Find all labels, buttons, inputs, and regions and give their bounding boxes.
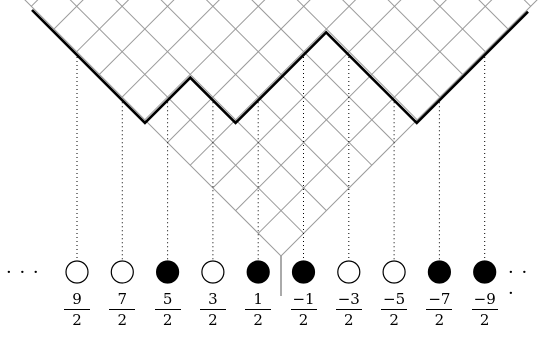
filled-bead bbox=[473, 260, 497, 284]
bead-label-denominator: 2 bbox=[335, 309, 362, 329]
bead-label-denominator: 2 bbox=[109, 309, 136, 329]
bead-row bbox=[65, 260, 497, 284]
grid-line-up-right bbox=[30, 0, 39, 7]
grid-line-up-left bbox=[251, 0, 395, 143]
filled-bead bbox=[427, 260, 451, 284]
bead-label: −7 2 bbox=[419, 291, 459, 329]
bead-label-denominator: 2 bbox=[199, 309, 226, 329]
bead-label-numerator: −9 bbox=[473, 290, 496, 308]
profile-path-group bbox=[31, 9, 529, 125]
empty-bead bbox=[201, 260, 225, 284]
bead-label-denominator: 2 bbox=[64, 309, 90, 329]
empty-bead bbox=[382, 260, 406, 284]
grid-line-up-left bbox=[296, 0, 418, 121]
bead-label-numerator: 3 bbox=[208, 290, 218, 308]
grid-line-up-left bbox=[115, 0, 327, 211]
bead-label-numerator: 5 bbox=[162, 290, 173, 308]
grid-line-up-left bbox=[523, 0, 532, 7]
bead-label-denominator: 2 bbox=[290, 309, 317, 329]
filled-bead bbox=[246, 260, 270, 284]
ellipsis-right: · · · bbox=[508, 262, 529, 304]
bead-label-denominator: 2 bbox=[381, 309, 408, 329]
filled-bead bbox=[156, 260, 180, 284]
bead-label-numerator: −1 bbox=[292, 290, 315, 308]
bead-label-numerator: −3 bbox=[337, 290, 360, 308]
empty-bead bbox=[65, 260, 89, 284]
bead-label-numerator: −7 bbox=[428, 290, 451, 308]
grid-line-up-right bbox=[144, 0, 266, 121]
ellipsis-left: · · · bbox=[6, 262, 40, 283]
grid-line-up-left bbox=[342, 0, 441, 98]
grid-line-up-right bbox=[76, 0, 130, 53]
grid-line-up-left bbox=[24, 0, 282, 257]
grid-line-up-left bbox=[432, 0, 486, 53]
grid-line-up-left bbox=[387, 0, 463, 75]
bead-label-denominator: 2 bbox=[154, 309, 181, 329]
bead-label: −5 2 bbox=[374, 291, 414, 329]
bead-label: −1 2 bbox=[284, 291, 324, 329]
filled-bead bbox=[291, 260, 316, 284]
bead-label-denominator: 2 bbox=[426, 309, 453, 329]
bead-label-denominator: 2 bbox=[471, 309, 498, 329]
empty-bead bbox=[110, 260, 134, 284]
bead-label-numerator: 7 bbox=[117, 290, 128, 308]
partition-profile bbox=[31, 9, 529, 125]
bead-label-numerator: −5 bbox=[383, 290, 406, 308]
dotted-guides bbox=[76, 57, 486, 260]
grid-line-up-right bbox=[235, 0, 447, 211]
bead-label: −9 2 bbox=[465, 291, 505, 329]
diagram-grid bbox=[24, 0, 538, 257]
empty-bead bbox=[337, 260, 361, 284]
grid-line-up-right bbox=[99, 0, 175, 75]
bead-label-numerator: 1 bbox=[253, 290, 263, 308]
bead-label-numerator: 9 bbox=[72, 290, 82, 308]
grid-line-up-right bbox=[121, 0, 220, 98]
bead-label: −3 2 bbox=[329, 291, 369, 329]
bead-label-denominator: 2 bbox=[245, 309, 272, 329]
